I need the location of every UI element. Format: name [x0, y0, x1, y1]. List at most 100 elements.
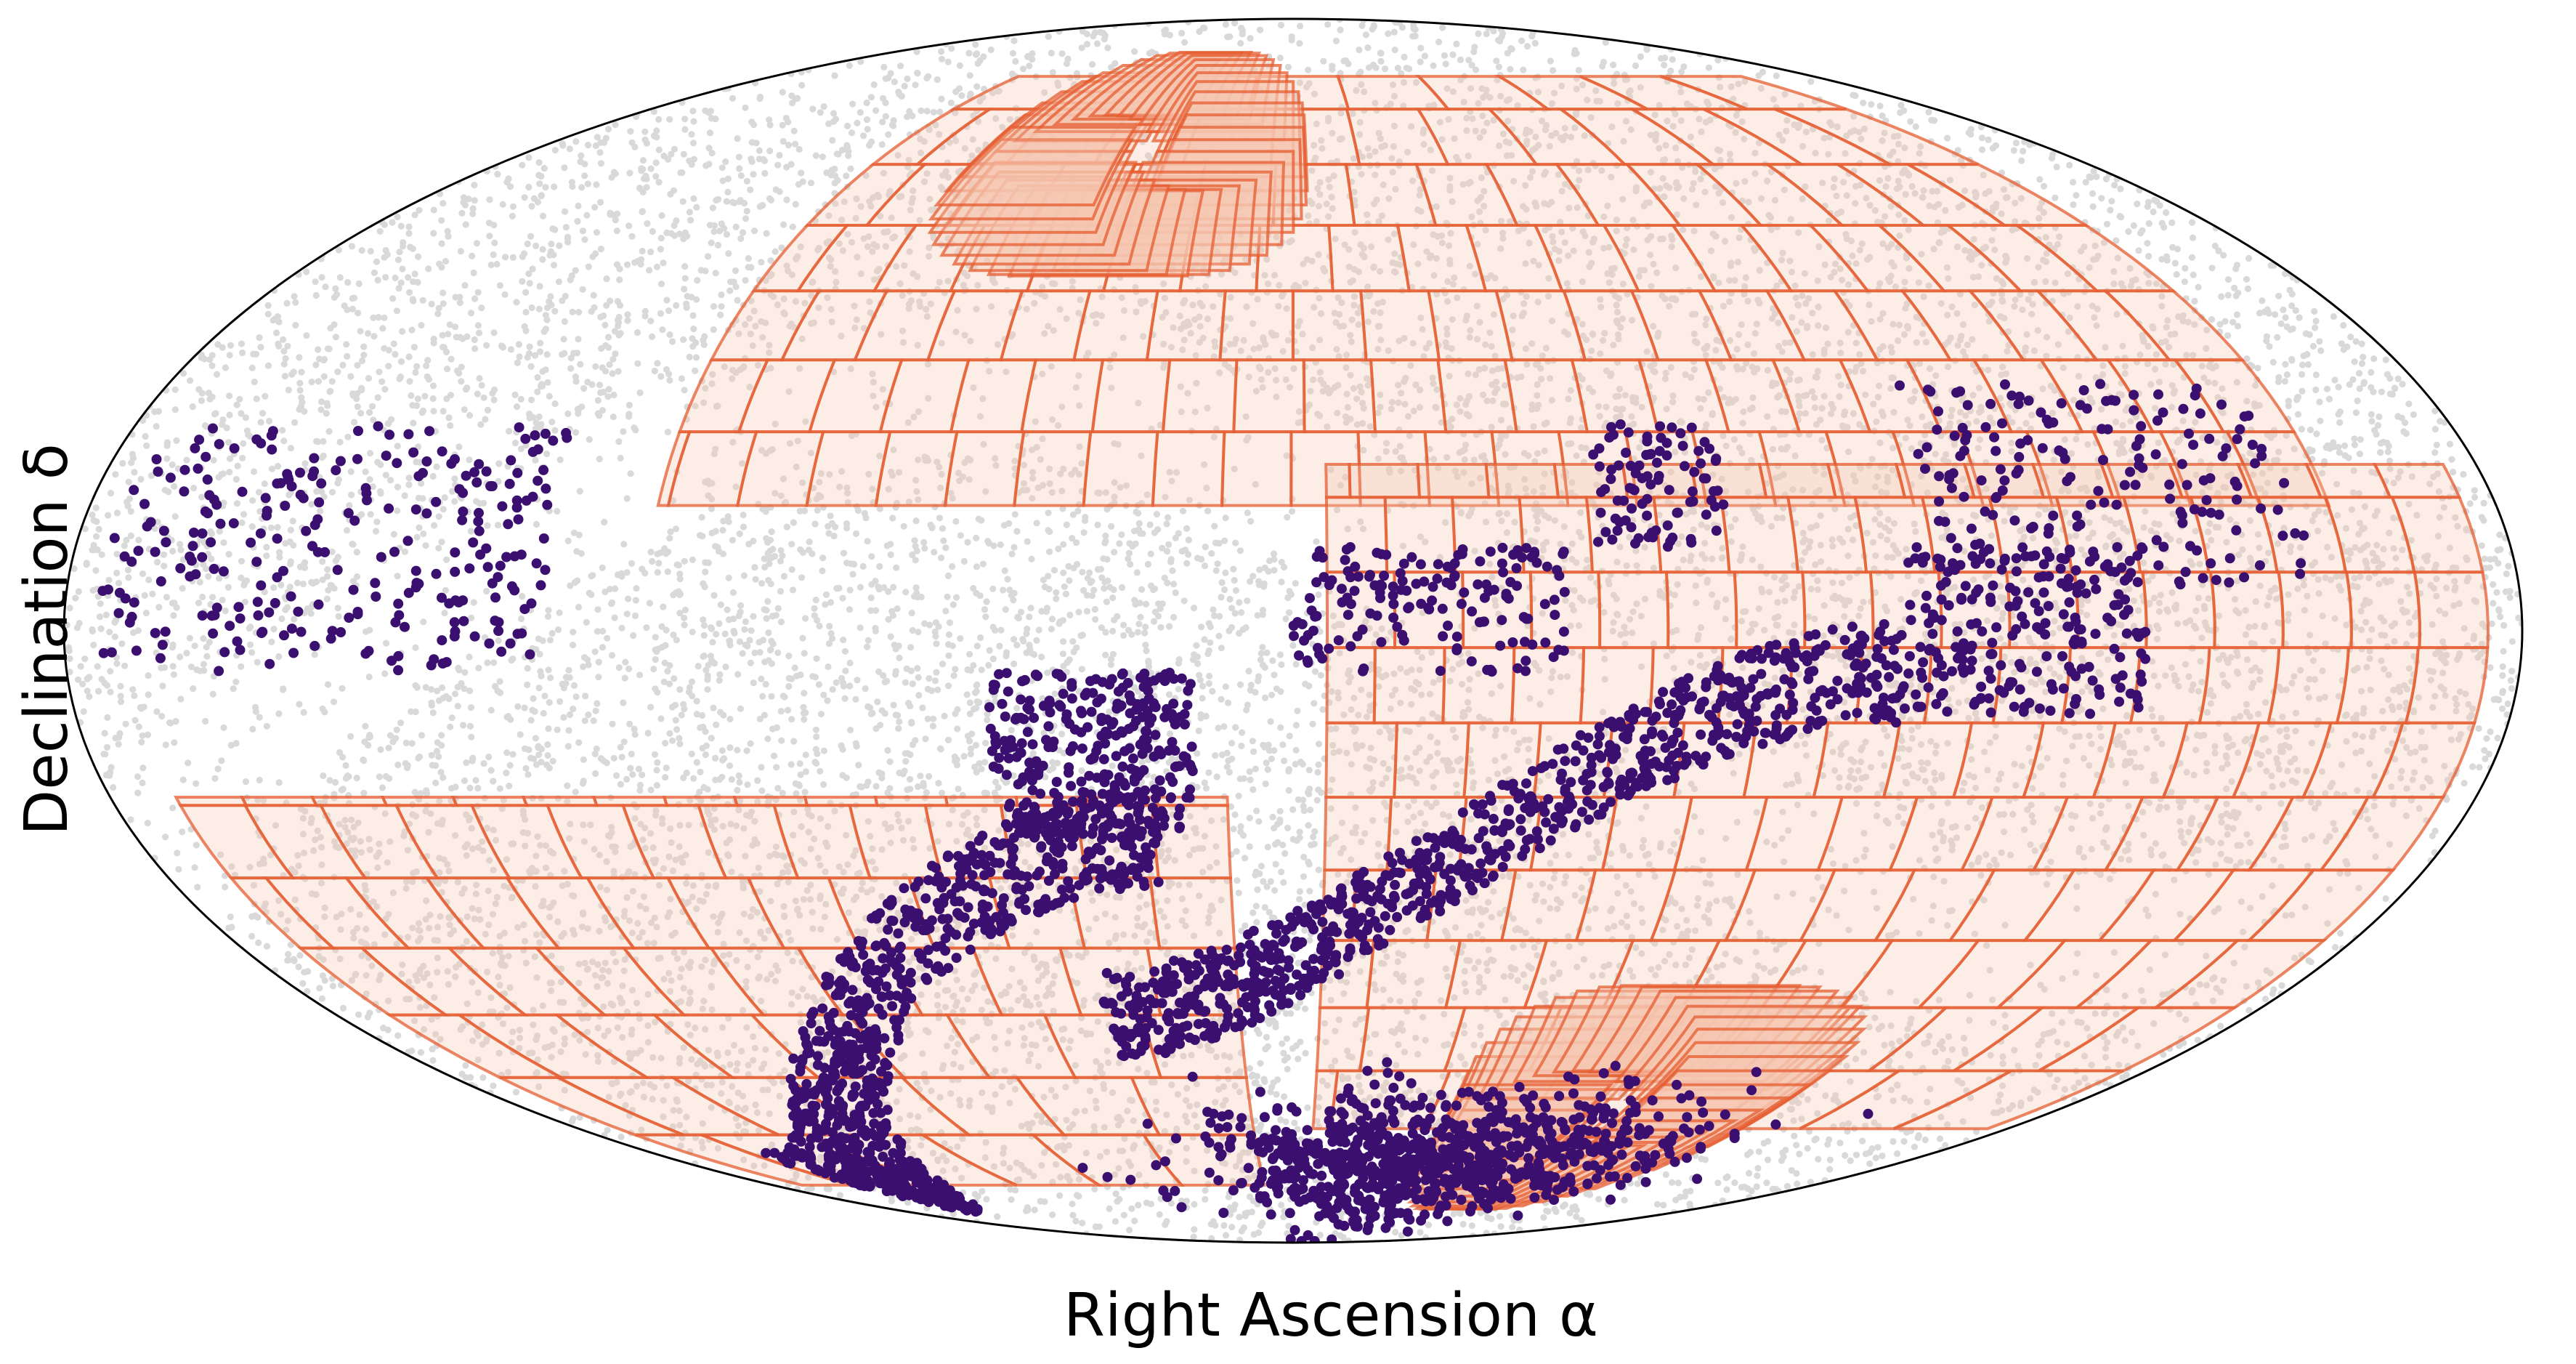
background-point [662, 774, 669, 781]
background-point [1063, 521, 1070, 528]
background-point [451, 690, 459, 698]
background-point [503, 749, 511, 756]
background-point [657, 373, 665, 380]
background-point [1788, 1167, 1795, 1174]
background-point [1573, 452, 1580, 459]
background-point [1309, 720, 1316, 727]
background-point [1255, 818, 1263, 825]
background-point [317, 507, 324, 515]
background-point [1311, 700, 1318, 707]
background-point [2352, 338, 2360, 345]
background-point [222, 884, 229, 891]
background-point [2108, 198, 2115, 205]
background-point [734, 746, 741, 754]
background-point [1069, 1200, 1076, 1208]
background-point [429, 709, 437, 717]
background-point [1292, 661, 1300, 668]
background-point [724, 188, 732, 195]
background-point [539, 212, 547, 219]
background-point [1120, 1211, 1127, 1219]
background-point [1417, 58, 1424, 65]
background-point [1234, 877, 1241, 884]
background-point [2351, 441, 2358, 448]
background-point [2144, 198, 2152, 206]
background-point [870, 81, 878, 89]
background-point [1029, 1119, 1036, 1127]
background-point [259, 410, 267, 417]
background-point [1033, 637, 1040, 645]
background-point [1315, 591, 1322, 599]
background-point [144, 820, 151, 827]
background-point [1185, 551, 1192, 558]
background-point [1337, 26, 1344, 33]
background-point [1271, 887, 1279, 894]
background-point [1409, 33, 1417, 40]
background-point [1470, 456, 1478, 464]
background-point [1912, 123, 1919, 130]
background-point [412, 644, 419, 651]
background-point [1010, 660, 1018, 668]
background-point [750, 679, 757, 687]
background-point [135, 536, 142, 544]
background-point [1632, 62, 1640, 70]
background-point [1278, 1201, 1285, 1208]
background-point [158, 712, 166, 720]
background-point [270, 584, 278, 592]
background-point [710, 592, 718, 600]
background-point [200, 661, 207, 668]
background-point [847, 165, 854, 172]
background-point [657, 235, 665, 242]
background-point [617, 1133, 625, 1141]
background-point [950, 672, 957, 679]
background-point [519, 593, 526, 600]
background-point [570, 705, 577, 713]
background-point [416, 524, 423, 531]
background-point [954, 725, 961, 733]
background-point [1295, 1055, 1302, 1062]
background-point [495, 460, 503, 467]
background-point [115, 579, 123, 587]
background-point [230, 685, 237, 693]
background-point [320, 772, 327, 780]
background-point [655, 645, 663, 653]
background-point [2370, 388, 2377, 395]
background-point [423, 362, 430, 369]
background-point [620, 699, 627, 706]
background-point [883, 677, 891, 685]
background-point [355, 280, 362, 287]
background-point [2450, 468, 2457, 476]
background-point [501, 291, 509, 298]
background-point [1386, 727, 1393, 735]
background-point [625, 665, 633, 673]
background-point [613, 227, 620, 235]
background-point [718, 303, 725, 310]
background-point [802, 751, 809, 759]
background-point [347, 373, 355, 380]
background-point [917, 303, 924, 310]
background-point [599, 644, 607, 651]
background-point [1185, 536, 1192, 544]
background-point [284, 957, 291, 964]
background-point [741, 626, 748, 633]
background-point [2082, 179, 2089, 186]
background-point [1137, 613, 1144, 621]
background-point [852, 695, 859, 703]
background-point [357, 328, 364, 335]
background-point [648, 333, 656, 340]
background-point [1791, 1132, 1798, 1139]
background-point [250, 468, 258, 475]
background-point [2242, 631, 2249, 639]
background-point [1238, 609, 1245, 616]
background-point [939, 525, 946, 532]
background-point [399, 243, 407, 250]
background-point [879, 118, 886, 126]
background-point [594, 628, 602, 635]
background-point [2377, 449, 2384, 456]
background-point [610, 754, 617, 762]
background-point [483, 342, 490, 349]
background-point [1595, 1195, 1603, 1203]
background-point [379, 325, 386, 332]
background-point [528, 203, 535, 210]
background-point [360, 343, 368, 350]
background-point [1046, 528, 1053, 536]
